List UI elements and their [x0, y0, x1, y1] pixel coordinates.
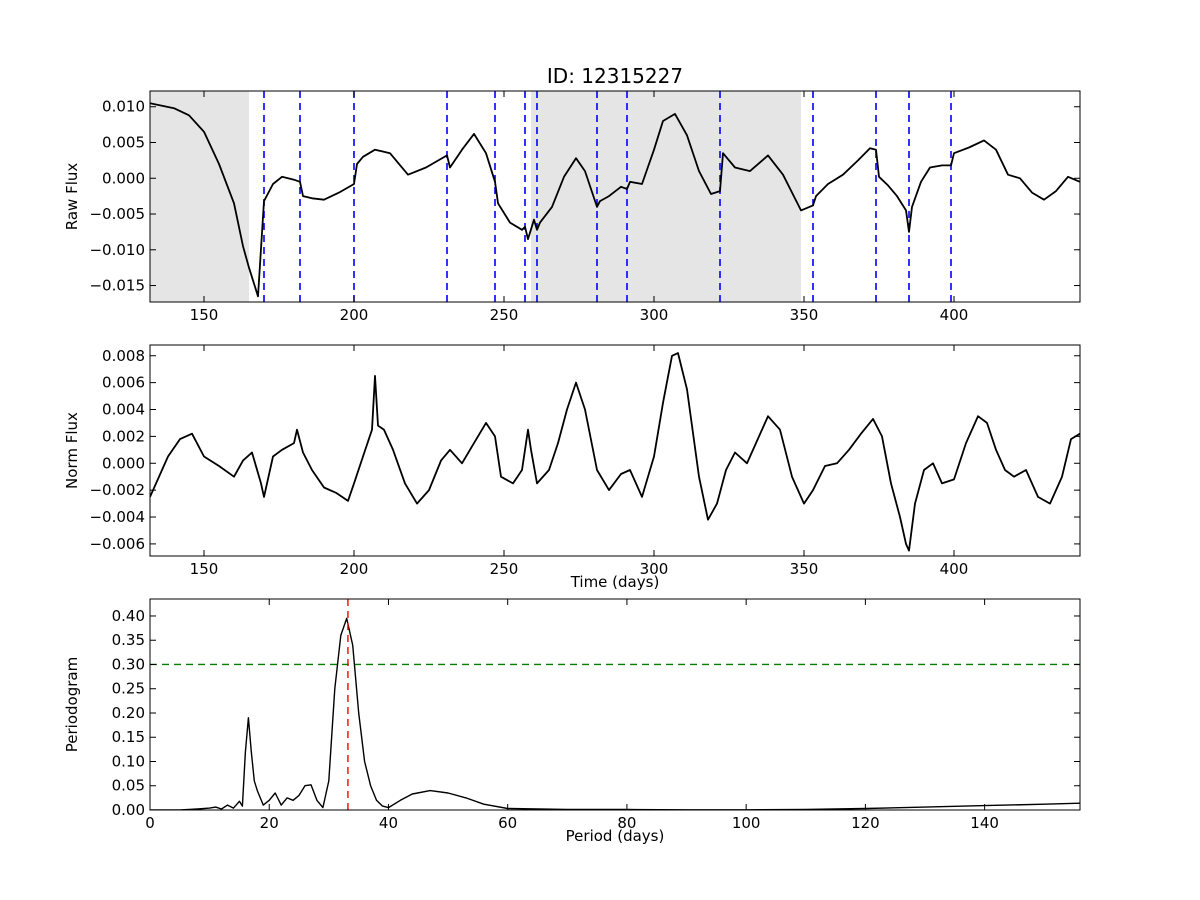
norm-xtick-label-5: 400	[940, 560, 969, 578]
pgram-ytick-label-4: 0.20	[112, 704, 145, 722]
pgram-ytick-label-2: 0.10	[112, 752, 145, 770]
raw-ytick-label-2: 0.000	[102, 169, 145, 187]
raw-plot-area	[150, 91, 1080, 302]
raw-xtick-label-1: 200	[340, 306, 369, 324]
norm-ytick-label-1: 0.006	[102, 374, 145, 392]
raw-xtick-label-0: 150	[190, 306, 219, 324]
pgram-xtick-label-1: 20	[260, 814, 279, 832]
pgram-xtick-label-3: 60	[498, 814, 517, 832]
pgram-ytick-label-6: 0.30	[112, 655, 145, 673]
norm-xtick-label-1: 200	[340, 560, 369, 578]
norm-ytick-label-3: 0.002	[102, 427, 145, 445]
raw-shaded-span-1	[531, 91, 801, 302]
norm-ytick-label-7: −0.006	[89, 535, 145, 553]
norm-xtick-label-0: 150	[190, 560, 219, 578]
pgram-ytick-label-3: 0.15	[112, 728, 145, 746]
pgram-xlabel: Period (days)	[566, 827, 665, 845]
pgram-xtick-label-6: 120	[851, 814, 880, 832]
raw-xtick-label-4: 350	[790, 306, 819, 324]
pgram-xtick-label-2: 40	[379, 814, 398, 832]
norm-ytick-label-6: −0.004	[89, 508, 145, 526]
raw-axes-frame	[149, 90, 1081, 303]
pgram-ytick-label-8: 0.40	[112, 607, 145, 625]
pgram-plot-area	[150, 599, 1080, 810]
norm-ylabel: Norm Flux	[63, 412, 81, 489]
norm-ytick-label-2: 0.004	[102, 401, 145, 419]
pgram-ytick-label-7: 0.35	[112, 631, 145, 649]
pgram-axes-frame	[149, 598, 1081, 811]
norm-xtick-label-4: 350	[790, 560, 819, 578]
periodogram-panel: 0 20 40 60 80 100 120 140 0.00 0.05 0.10 0.15 0.20 0.…	[63, 598, 1081, 845]
pgram-ytick-label-0: 0.00	[112, 801, 145, 819]
raw-ylabel: Raw Flux	[63, 163, 81, 231]
raw-xtick-label-3: 300	[640, 306, 669, 324]
raw-ytick-label-5: −0.015	[89, 277, 145, 295]
norm-series-line-0	[150, 352, 1080, 552]
raw-ytick-label-4: −0.010	[89, 241, 145, 259]
pgram-series-line-0	[150, 617, 1080, 810]
norm-axes-frame	[149, 344, 1081, 557]
norm-ytick-label-5: −0.002	[89, 481, 145, 499]
pgram-ytick-label-1: 0.05	[112, 777, 145, 795]
norm-xtick-label-3: 300	[640, 560, 669, 578]
raw-flux-panel: 150 200 250 300 350 400 0.010 0.005 0.000 −0.005 −…	[63, 90, 1081, 324]
pgram-xtick-label-7: 140	[970, 814, 999, 832]
norm-flux-panel: 150 200 250 300 350 400 0.008 0.006 0.004 0.002 0.…	[63, 344, 1081, 591]
pgram-ytick-label-5: 0.25	[112, 680, 145, 698]
norm-xlabel: Time (days)	[570, 573, 660, 591]
raw-ytick-label-0: 0.010	[102, 98, 145, 116]
raw-xtick-label-5: 400	[940, 306, 969, 324]
raw-ytick-label-1: 0.005	[102, 133, 145, 151]
norm-ytick-label-0: 0.008	[102, 347, 145, 365]
norm-xtick-label-2: 250	[490, 560, 519, 578]
raw-series-line-0	[150, 102, 1080, 298]
pgram-ylabel: Periodogram	[63, 657, 81, 752]
raw-xtick-label-2: 250	[490, 306, 519, 324]
pgram-xtick-label-5: 100	[732, 814, 761, 832]
pgram-xtick-label-0: 0	[145, 814, 155, 832]
norm-ytick-label-4: 0.000	[102, 454, 145, 472]
raw-ytick-label-3: −0.005	[89, 205, 145, 223]
norm-plot-area	[150, 352, 1080, 552]
raw-shaded-span-0	[150, 91, 249, 302]
pgram-xtick-label-4: 80	[617, 814, 636, 832]
chart-title: ID: 12315227	[547, 64, 683, 88]
